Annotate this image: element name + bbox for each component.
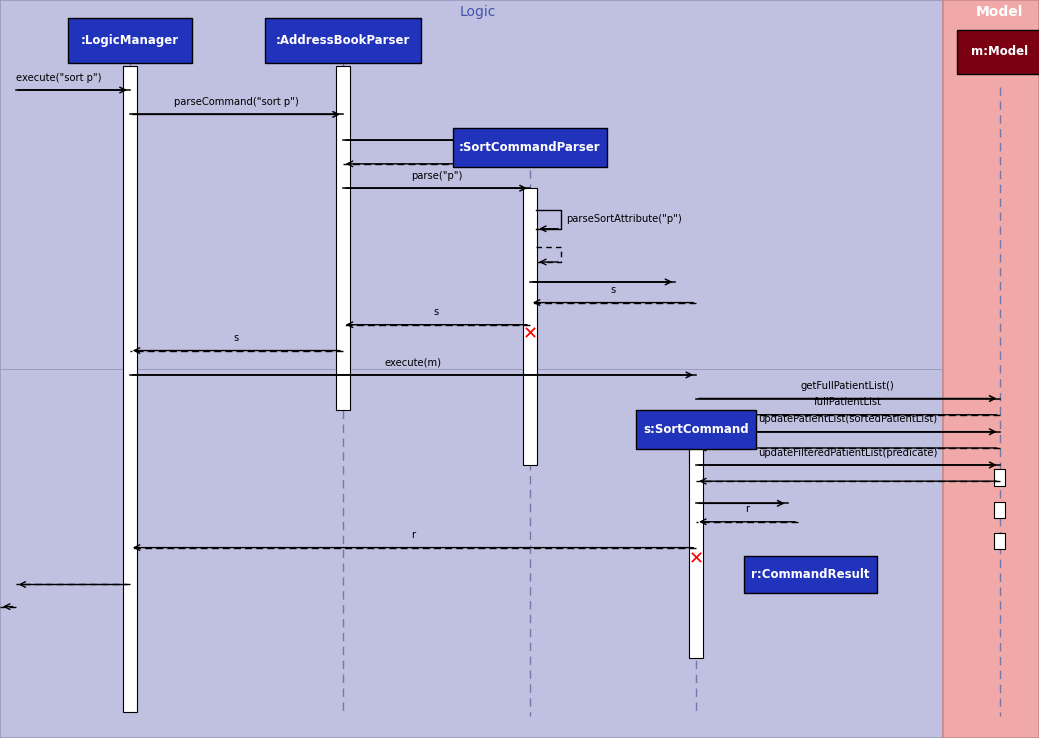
Text: r: r	[745, 504, 749, 514]
FancyBboxPatch shape	[0, 0, 943, 738]
Text: r: r	[411, 530, 415, 540]
Text: execute(m): execute(m)	[384, 357, 442, 368]
Text: parseCommand("sort p"): parseCommand("sort p")	[174, 97, 299, 107]
Text: parseSortAttribute("p"): parseSortAttribute("p")	[566, 214, 682, 224]
Text: s: s	[610, 285, 616, 295]
Bar	[453, 128, 607, 167]
Bar	[265, 18, 421, 63]
Text: execute("sort p"): execute("sort p")	[16, 72, 101, 83]
Bar	[636, 410, 756, 449]
Bar	[744, 556, 877, 593]
Bar	[524, 188, 537, 465]
Text: ✕: ✕	[523, 325, 537, 343]
Bar	[690, 444, 703, 462]
Bar	[994, 502, 1005, 518]
Bar	[68, 18, 192, 63]
Text: :LogicManager: :LogicManager	[81, 34, 179, 47]
Bar	[124, 66, 137, 712]
FancyBboxPatch shape	[943, 0, 1039, 738]
Text: Logic: Logic	[459, 5, 497, 18]
Text: s:SortCommand: s:SortCommand	[643, 423, 749, 436]
Bar	[994, 469, 1005, 486]
Text: fullPatientList: fullPatientList	[814, 397, 882, 407]
Text: updateFilteredPatientList(predicate): updateFilteredPatientList(predicate)	[758, 447, 937, 458]
Text: s: s	[433, 307, 439, 317]
Text: Model: Model	[976, 5, 1023, 18]
Text: :AddressBookParser: :AddressBookParser	[275, 34, 410, 47]
Bar	[805, 565, 816, 581]
Text: s: s	[234, 333, 239, 343]
Bar	[994, 533, 1005, 549]
Text: getFullPatientList(): getFullPatientList()	[801, 381, 895, 391]
Text: r:CommandResult: r:CommandResult	[751, 568, 870, 581]
Text: ✕: ✕	[689, 551, 703, 568]
Text: parse("p"): parse("p")	[410, 170, 462, 181]
Text: m:Model: m:Model	[971, 45, 1028, 58]
Bar	[690, 419, 703, 658]
Text: updatePatientList(sortedPatientList): updatePatientList(sortedPatientList)	[758, 414, 937, 424]
Text: :SortCommandParser: :SortCommandParser	[459, 141, 601, 154]
Bar	[337, 66, 350, 410]
Bar	[957, 30, 1039, 74]
